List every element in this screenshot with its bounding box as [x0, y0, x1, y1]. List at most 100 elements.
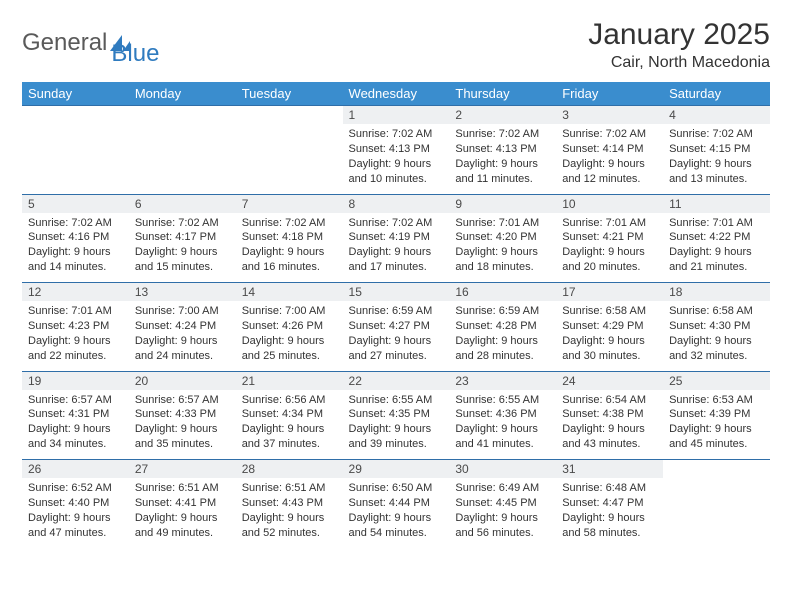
- day-content-cell: Sunrise: 6:50 AMSunset: 4:44 PMDaylight:…: [343, 478, 450, 548]
- day-number-cell: 28: [236, 460, 343, 479]
- sunrise-line: Sunrise: 6:56 AM: [242, 393, 337, 408]
- day-number-row: 19202122232425: [22, 371, 770, 390]
- day-number-cell: 12: [22, 283, 129, 302]
- day-content-cell: Sunrise: 6:57 AMSunset: 4:31 PMDaylight:…: [22, 390, 129, 460]
- day-content-cell: Sunrise: 6:51 AMSunset: 4:43 PMDaylight:…: [236, 478, 343, 548]
- day-number-cell: 21: [236, 371, 343, 390]
- brand-name-1: General: [22, 29, 107, 57]
- day-number-cell: 25: [663, 371, 770, 390]
- location: Cair, North Macedonia: [588, 54, 770, 72]
- day-content-cell: Sunrise: 7:02 AMSunset: 4:13 PMDaylight:…: [449, 124, 556, 194]
- day-number-cell: 9: [449, 194, 556, 213]
- sunset-line: Sunset: 4:29 PM: [562, 319, 657, 334]
- daylight-line: Daylight: 9 hours and 43 minutes.: [562, 422, 657, 452]
- day-content-cell: Sunrise: 7:01 AMSunset: 4:22 PMDaylight:…: [663, 213, 770, 283]
- day-number-cell: 27: [129, 460, 236, 479]
- day-content-cell: Sunrise: 7:02 AMSunset: 4:19 PMDaylight:…: [343, 213, 450, 283]
- day-number-cell: [129, 106, 236, 125]
- sunset-line: Sunset: 4:44 PM: [349, 496, 444, 511]
- sunrise-line: Sunrise: 7:01 AM: [28, 304, 123, 319]
- day-number-cell: 10: [556, 194, 663, 213]
- day-number-cell: 4: [663, 106, 770, 125]
- day-number-cell: 14: [236, 283, 343, 302]
- day-content-row: Sunrise: 7:02 AMSunset: 4:16 PMDaylight:…: [22, 213, 770, 283]
- sunset-line: Sunset: 4:23 PM: [28, 319, 123, 334]
- daylight-line: Daylight: 9 hours and 34 minutes.: [28, 422, 123, 452]
- day-number-cell: 20: [129, 371, 236, 390]
- sunset-line: Sunset: 4:21 PM: [562, 230, 657, 245]
- day-content-row: Sunrise: 7:01 AMSunset: 4:23 PM Daylight:…: [22, 301, 770, 371]
- sunrise-line: Sunrise: 6:55 AM: [455, 393, 550, 408]
- day-number-row: 567891011: [22, 194, 770, 213]
- daylight-line: Daylight: 9 hours and 37 minutes.: [242, 422, 337, 452]
- daylight-line: Daylight: 9 hours and 24 minutes.: [135, 334, 230, 364]
- sunrise-line: Sunrise: 6:54 AM: [562, 393, 657, 408]
- daylight-line: Daylight: 9 hours and 56 minutes.: [455, 511, 550, 541]
- day-content-cell: Sunrise: 7:02 AMSunset: 4:18 PMDaylight:…: [236, 213, 343, 283]
- day-content-cell: Sunrise: 6:54 AMSunset: 4:38 PMDaylight:…: [556, 390, 663, 460]
- day-number-cell: [236, 106, 343, 125]
- sunset-line: Sunset: 4:19 PM: [349, 230, 444, 245]
- daylight-line: Daylight: 9 hours and 28 minutes.: [455, 334, 550, 364]
- day-content-cell: [129, 124, 236, 194]
- calendar-body: 1234Sunrise: 7:02 AMSunset: 4:13 PMDayli…: [22, 106, 770, 549]
- daylight-line: Daylight: 9 hours and 16 minutes.: [242, 245, 337, 275]
- sunrise-line: Sunrise: 6:59 AM: [349, 304, 444, 319]
- daylight-line: Daylight: 9 hours and 17 minutes.: [349, 245, 444, 275]
- day-number-cell: 17: [556, 283, 663, 302]
- day-content-cell: Sunrise: 6:55 AMSunset: 4:35 PMDaylight:…: [343, 390, 450, 460]
- sunset-line: Sunset: 4:13 PM: [349, 142, 444, 157]
- sunrise-line: Sunrise: 7:01 AM: [562, 216, 657, 231]
- weekday-header: Thursday: [449, 82, 556, 106]
- sunrise-line: Sunrise: 6:51 AM: [135, 481, 230, 496]
- sunrise-line: Sunrise: 7:02 AM: [28, 216, 123, 231]
- daylight-line: Daylight: 9 hours and 49 minutes.: [135, 511, 230, 541]
- sunset-line: Sunset: 4:47 PM: [562, 496, 657, 511]
- daylight-line: Daylight: 9 hours and 45 minutes.: [669, 422, 764, 452]
- sunset-line: Sunset: 4:38 PM: [562, 407, 657, 422]
- sunset-line: Sunset: 4:22 PM: [669, 230, 764, 245]
- day-number-row: 1234: [22, 106, 770, 125]
- sunrise-line: Sunrise: 6:51 AM: [242, 481, 337, 496]
- day-number-cell: 5: [22, 194, 129, 213]
- day-number-cell: 22: [343, 371, 450, 390]
- daylight-line: Daylight: 9 hours and 21 minutes.: [669, 245, 764, 275]
- sunrise-line: Sunrise: 6:59 AM: [455, 304, 550, 319]
- day-number-cell: 6: [129, 194, 236, 213]
- day-content-cell: Sunrise: 7:02 AMSunset: 4:14 PMDaylight:…: [556, 124, 663, 194]
- daylight-line: Daylight: 9 hours and 47 minutes.: [28, 511, 123, 541]
- day-content-cell: Sunrise: 6:59 AMSunset: 4:28 PMDaylight:…: [449, 301, 556, 371]
- day-content-cell: Sunrise: 7:01 AMSunset: 4:21 PMDaylight:…: [556, 213, 663, 283]
- weekday-header: Friday: [556, 82, 663, 106]
- sunrise-line: Sunrise: 7:02 AM: [349, 216, 444, 231]
- brand-name-2: Blue: [111, 40, 159, 68]
- brand-logo: General Blue: [22, 18, 159, 68]
- daylight-line: Daylight: 9 hours and 30 minutes.: [562, 334, 657, 364]
- sunrise-line: Sunrise: 7:02 AM: [135, 216, 230, 231]
- sunrise-line: Sunrise: 7:01 AM: [669, 216, 764, 231]
- daylight-line: Daylight: 9 hours and 32 minutes.: [669, 334, 764, 364]
- day-number-cell: 31: [556, 460, 663, 479]
- day-number-cell: 26: [22, 460, 129, 479]
- sunset-line: Sunset: 4:13 PM: [455, 142, 550, 157]
- weekday-header: Sunday: [22, 82, 129, 106]
- sunset-line: Sunset: 4:35 PM: [349, 407, 444, 422]
- daylight-line: Daylight: 9 hours and 10 minutes.: [349, 157, 444, 187]
- sunset-line: Sunset: 4:43 PM: [242, 496, 337, 511]
- sunset-line: Sunset: 4:40 PM: [28, 496, 123, 511]
- day-content-cell: Sunrise: 7:02 AMSunset: 4:16 PMDaylight:…: [22, 213, 129, 283]
- sunset-line: Sunset: 4:20 PM: [455, 230, 550, 245]
- daylight-line: Daylight: 9 hours and 35 minutes.: [135, 422, 230, 452]
- day-number-cell: [663, 460, 770, 479]
- sunset-line: Sunset: 4:31 PM: [28, 407, 123, 422]
- sunrise-line: Sunrise: 6:52 AM: [28, 481, 123, 496]
- daylight-line: Daylight: 9 hours and 12 minutes.: [562, 157, 657, 187]
- day-content-cell: [663, 478, 770, 548]
- sunset-line: Sunset: 4:16 PM: [28, 230, 123, 245]
- day-content-cell: [22, 124, 129, 194]
- sunset-line: Sunset: 4:14 PM: [562, 142, 657, 157]
- day-number-cell: 24: [556, 371, 663, 390]
- sunset-line: Sunset: 4:45 PM: [455, 496, 550, 511]
- day-content-cell: Sunrise: 7:01 AMSunset: 4:20 PMDaylight:…: [449, 213, 556, 283]
- day-content-cell: Sunrise: 6:56 AMSunset: 4:34 PMDaylight:…: [236, 390, 343, 460]
